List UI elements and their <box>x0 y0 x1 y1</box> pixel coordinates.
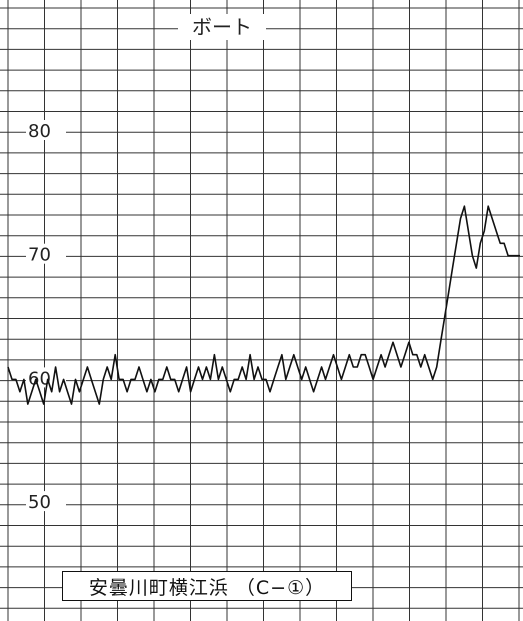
title-bg <box>178 14 266 40</box>
location-caption: 安曇川町横江浜 （C−①） <box>62 571 352 601</box>
y-tick-label-bg <box>26 120 66 140</box>
y-tick-label: 80 <box>28 121 51 142</box>
caption-text: 安曇川町横江浜 （C−①） <box>88 576 326 599</box>
y-tick-label-bg <box>26 243 66 264</box>
y-tick-label-bg <box>26 491 66 512</box>
y-tick-label: 50 <box>28 492 51 513</box>
series-line-0 <box>7 205 520 405</box>
series-group <box>7 205 520 405</box>
chart-title: ボート <box>192 15 252 39</box>
y-tick-label: 70 <box>28 245 51 266</box>
